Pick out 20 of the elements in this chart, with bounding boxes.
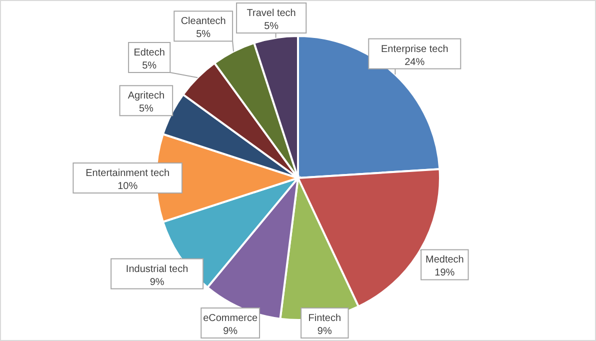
slice-label: Entertainment tech <box>86 168 170 179</box>
data-label: 5% <box>142 60 157 72</box>
slice-label: Travel tech <box>246 8 296 19</box>
slice-label: Agritech <box>128 90 165 102</box>
slice-label: Medtech <box>425 254 464 266</box>
slice-label: Edtech <box>134 48 165 59</box>
slice-label: Enterprise tech <box>381 44 448 55</box>
data-label: 9% <box>150 276 164 288</box>
slice-label: Cleantech <box>180 16 226 28</box>
data-label: 9% <box>223 326 238 337</box>
data-label: 5% <box>138 104 154 115</box>
data-label: 19% <box>434 268 455 279</box>
data-label: 9% <box>317 326 332 337</box>
slice-label: Fintech <box>308 313 342 324</box>
slice-label: eCommerce <box>203 313 258 324</box>
slice-label: Industrial tech <box>126 264 188 275</box>
data-label: 24% <box>404 56 425 68</box>
data-label: 5% <box>264 21 279 32</box>
data-label: 10% <box>118 181 138 192</box>
data-label: 5% <box>196 29 211 40</box>
